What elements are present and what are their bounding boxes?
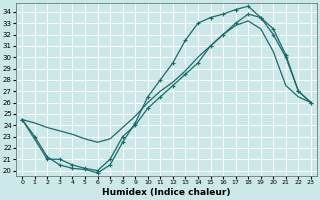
X-axis label: Humidex (Indice chaleur): Humidex (Indice chaleur) <box>102 188 231 197</box>
